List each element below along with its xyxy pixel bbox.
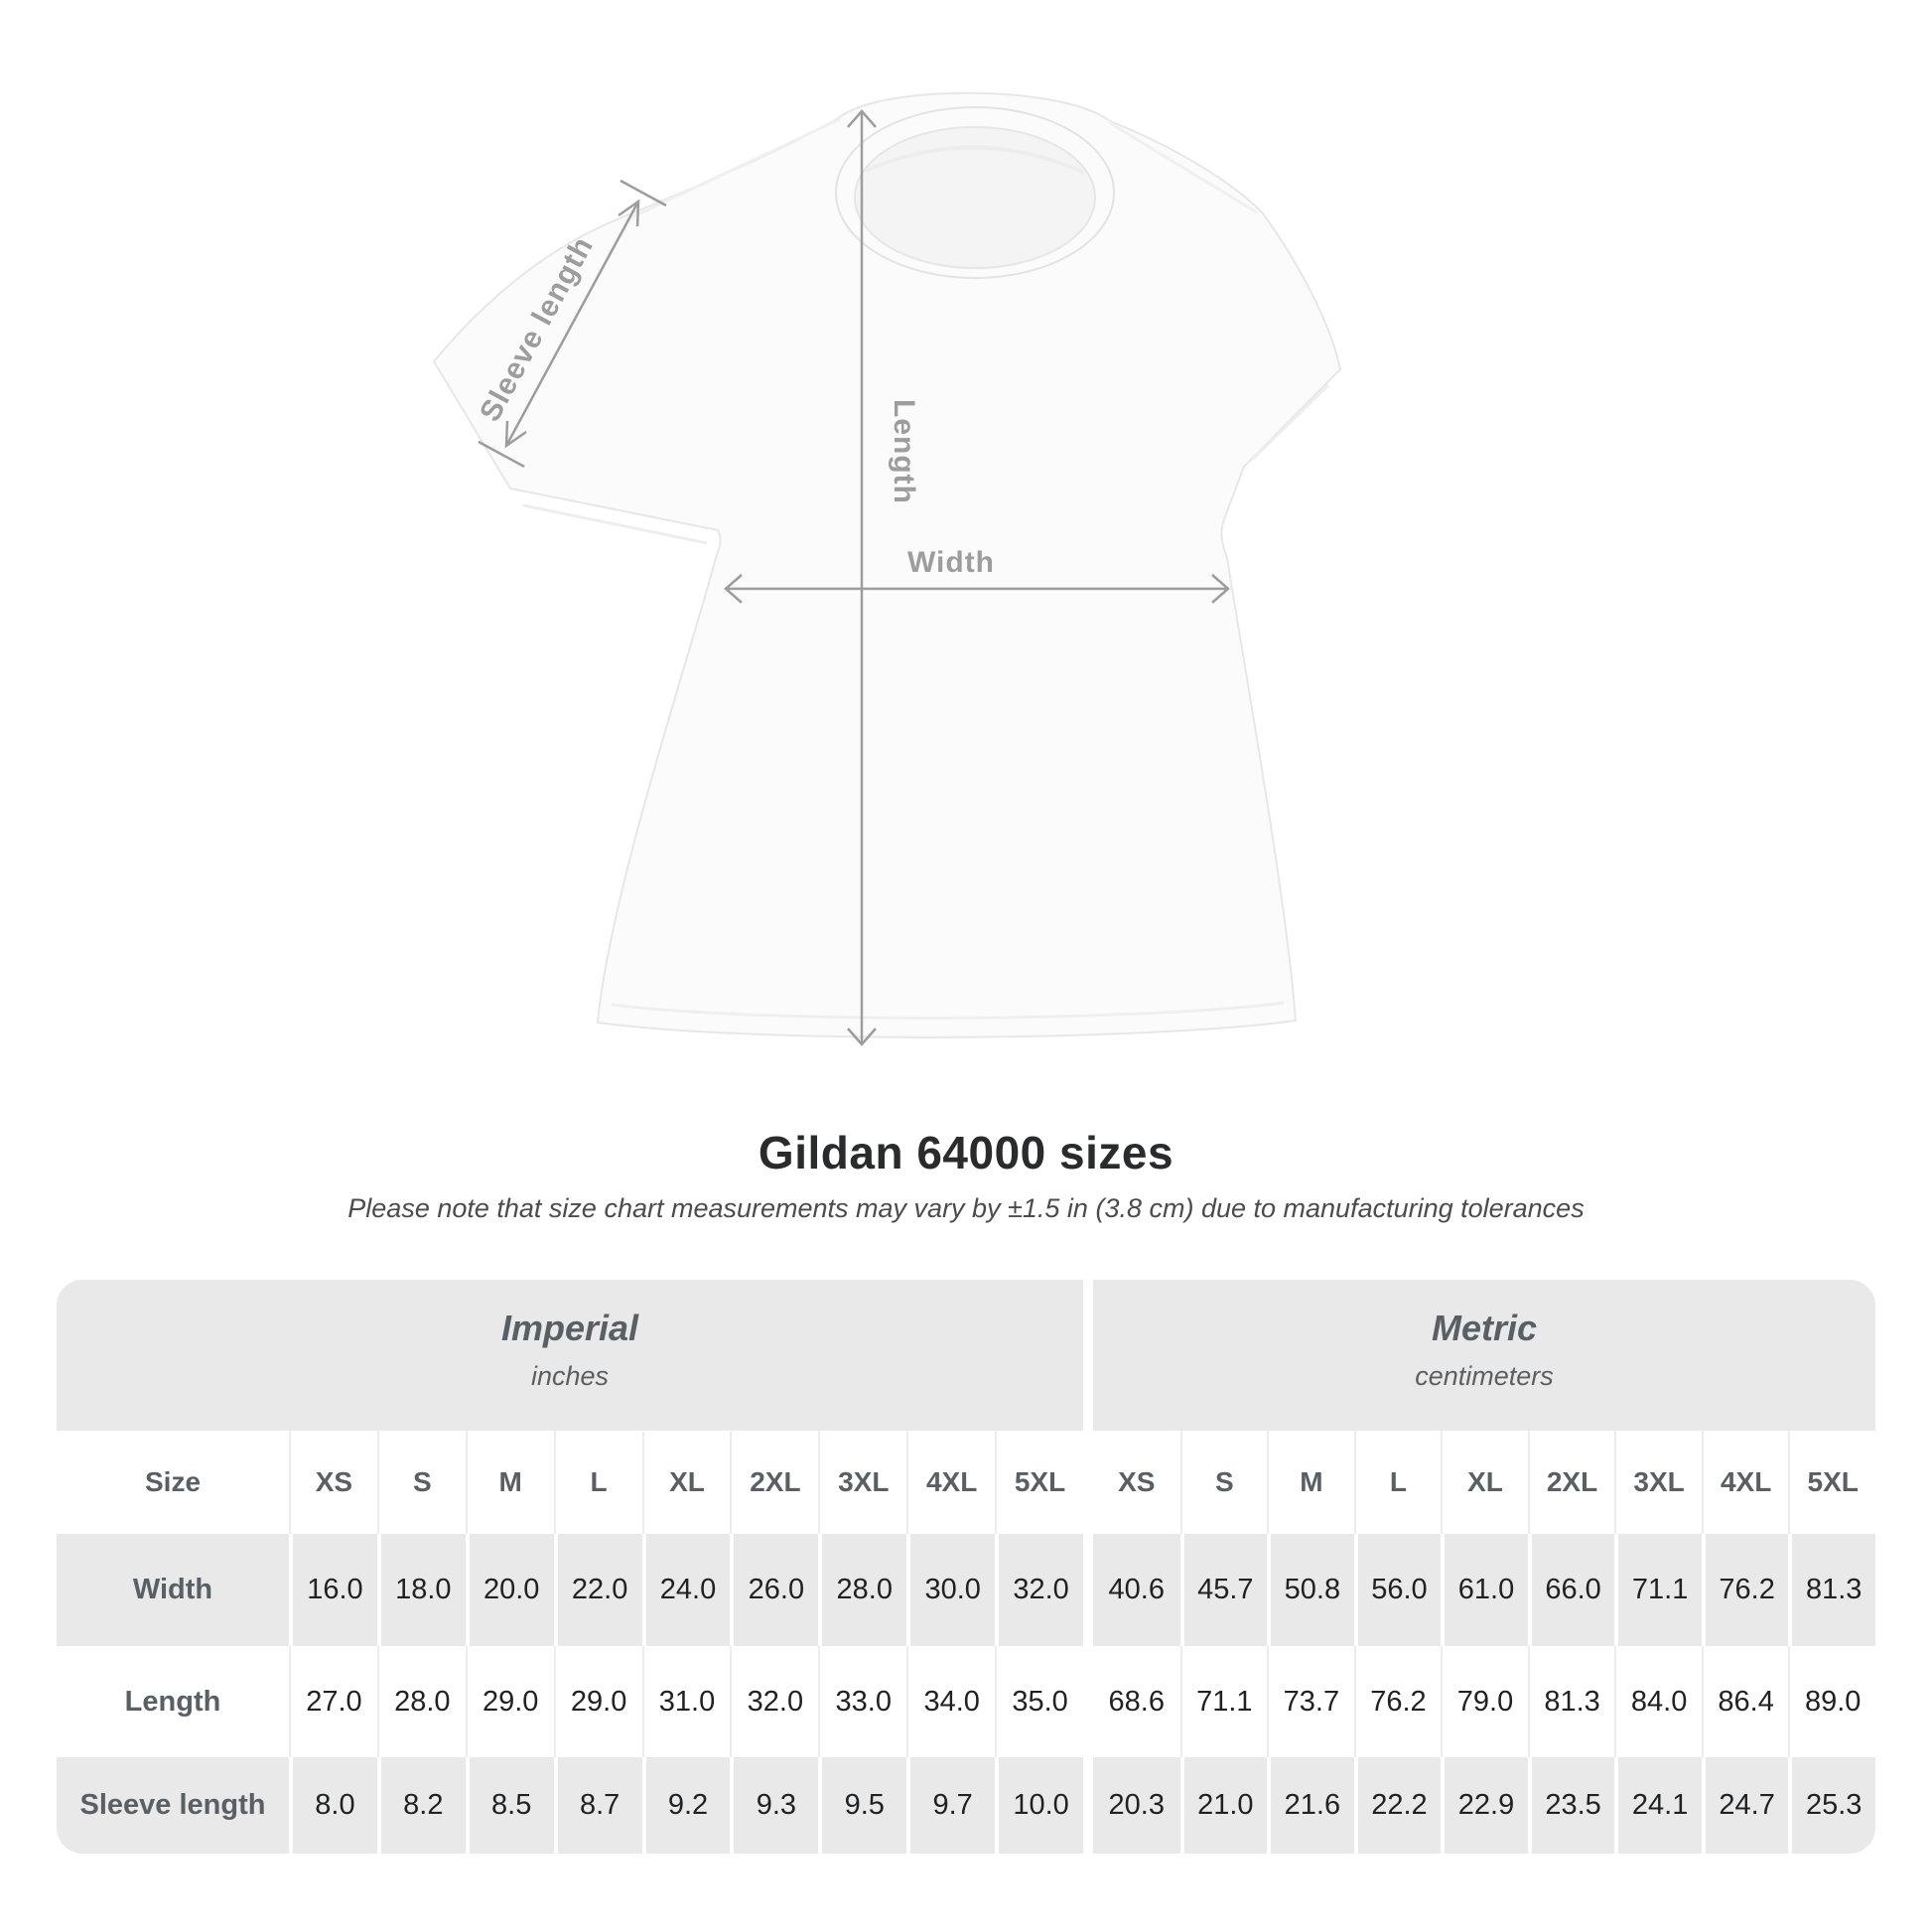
- table-cell: 8.7: [553, 1757, 642, 1854]
- table-cell: 31.0: [641, 1646, 731, 1757]
- table-cell: 50.8: [1267, 1534, 1354, 1646]
- table-cell: 81.3: [1788, 1534, 1875, 1646]
- table-cell: 16.0: [289, 1534, 377, 1646]
- size-header: XL: [641, 1431, 731, 1534]
- table-cell: 28.0: [818, 1534, 907, 1646]
- table-cell: 45.7: [1179, 1534, 1268, 1646]
- table-cell: 21.0: [1179, 1757, 1268, 1854]
- table-cell: 66.0: [1527, 1534, 1615, 1646]
- table-cell: 30.0: [906, 1534, 996, 1646]
- table-cell: 20.0: [465, 1534, 554, 1646]
- size-header: L: [1353, 1431, 1442, 1534]
- table-cell: 89.0: [1788, 1646, 1875, 1757]
- length-label: Length: [888, 399, 920, 504]
- table-cell: 9.7: [906, 1757, 996, 1854]
- table-cell: 24.1: [1614, 1757, 1702, 1854]
- metric-header-band: Metric centimeters: [1093, 1280, 1875, 1431]
- table-cell: 22.2: [1353, 1757, 1442, 1854]
- table-cell: 84.0: [1614, 1646, 1702, 1757]
- imperial-section-title: Imperial: [500, 1308, 639, 1348]
- size-header: 5XL: [995, 1431, 1083, 1534]
- metric-section-title: Metric: [1431, 1308, 1538, 1348]
- table-cell: 71.1: [1614, 1534, 1702, 1646]
- width-label: Width: [907, 546, 995, 579]
- table-cell: 8.2: [376, 1757, 466, 1854]
- size-header: XL: [1441, 1431, 1528, 1534]
- table-cell: 86.4: [1701, 1646, 1789, 1757]
- table-cell: 22.0: [553, 1534, 642, 1646]
- size-header: 3XL: [1614, 1431, 1702, 1534]
- size-header: 5XL: [1788, 1431, 1875, 1534]
- table-cell: 61.0: [1441, 1534, 1528, 1646]
- table-cell: 9.3: [730, 1757, 819, 1854]
- table-cell: 20.3: [1093, 1757, 1180, 1854]
- table-cell: 71.1: [1179, 1646, 1268, 1757]
- size-header: 4XL: [1701, 1431, 1789, 1534]
- metric-section-unit: centimeters: [1415, 1361, 1554, 1391]
- metric-section: Metric centimeters XS S M L XL 2XL 3XL 4…: [1093, 1280, 1875, 1854]
- size-header: 2XL: [1527, 1431, 1615, 1534]
- table-cell: 29.0: [553, 1646, 642, 1757]
- row-label-sleeve-length: Sleeve length: [57, 1757, 289, 1854]
- length-dimension-arrow: [847, 109, 877, 1046]
- size-header: M: [1267, 1431, 1354, 1534]
- table-cell: 76.2: [1701, 1534, 1789, 1646]
- table-cell: 29.0: [465, 1646, 554, 1757]
- table-cell: 24.7: [1701, 1757, 1789, 1854]
- size-header: L: [553, 1431, 642, 1534]
- row-label-length: Length: [57, 1646, 289, 1757]
- table-cell: 27.0: [289, 1646, 377, 1757]
- table-cell: 9.2: [641, 1757, 731, 1854]
- size-header: 2XL: [730, 1431, 819, 1534]
- table-cell: 18.0: [376, 1534, 466, 1646]
- size-chart-table: Imperial inches Size XS S M L XL 2XL 3XL…: [57, 1280, 1875, 1854]
- table-cell: 28.0: [376, 1646, 466, 1757]
- table-cell: 32.0: [730, 1646, 819, 1757]
- table-cell: 8.0: [289, 1757, 377, 1854]
- table-cell: 68.6: [1093, 1646, 1180, 1757]
- imperial-section: Imperial inches Size XS S M L XL 2XL 3XL…: [57, 1280, 1083, 1854]
- table-cell: 81.3: [1527, 1646, 1615, 1757]
- table-cell: 73.7: [1267, 1646, 1354, 1757]
- size-column-header: Size: [57, 1431, 289, 1534]
- table-cell: 76.2: [1353, 1646, 1442, 1757]
- table-cell: 33.0: [818, 1646, 907, 1757]
- table-cell: 24.0: [641, 1534, 731, 1646]
- table-cell: 8.5: [465, 1757, 554, 1854]
- size-header: XS: [1093, 1431, 1180, 1534]
- sleeve-length-dimension-arrow: [478, 179, 667, 469]
- row-label-width: Width: [57, 1534, 289, 1646]
- table-cell: 26.0: [730, 1534, 819, 1646]
- size-header: S: [1179, 1431, 1268, 1534]
- table-cell: 9.5: [818, 1757, 907, 1854]
- table-cell: 22.9: [1441, 1757, 1528, 1854]
- table-cell: 23.5: [1527, 1757, 1615, 1854]
- tshirt-illustration: [432, 91, 1342, 1038]
- size-header: M: [465, 1431, 554, 1534]
- width-dimension-arrow: [724, 574, 1230, 604]
- table-cell: 10.0: [995, 1757, 1083, 1854]
- size-header: 4XL: [906, 1431, 996, 1534]
- table-cell: 40.6: [1093, 1534, 1180, 1646]
- table-cell: 56.0: [1353, 1534, 1442, 1646]
- page-title: Gildan 64000 sizes: [758, 1127, 1174, 1178]
- table-cell: 21.6: [1267, 1757, 1354, 1854]
- table-cell: 32.0: [995, 1534, 1083, 1646]
- imperial-section-unit: inches: [530, 1361, 610, 1391]
- table-cell: 25.3: [1788, 1757, 1875, 1854]
- tolerance-note: Please note that size chart measurements…: [347, 1193, 1585, 1223]
- tshirt-measurement-diagram: Sleeve length Length Width: [432, 91, 1342, 1046]
- size-header: 3XL: [818, 1431, 907, 1534]
- table-cell: 35.0: [995, 1646, 1083, 1757]
- table-cell: 34.0: [906, 1646, 996, 1757]
- table-cell: 79.0: [1441, 1646, 1528, 1757]
- size-header: XS: [289, 1431, 377, 1534]
- size-header: S: [376, 1431, 466, 1534]
- imperial-header-band: Imperial inches: [57, 1280, 1083, 1431]
